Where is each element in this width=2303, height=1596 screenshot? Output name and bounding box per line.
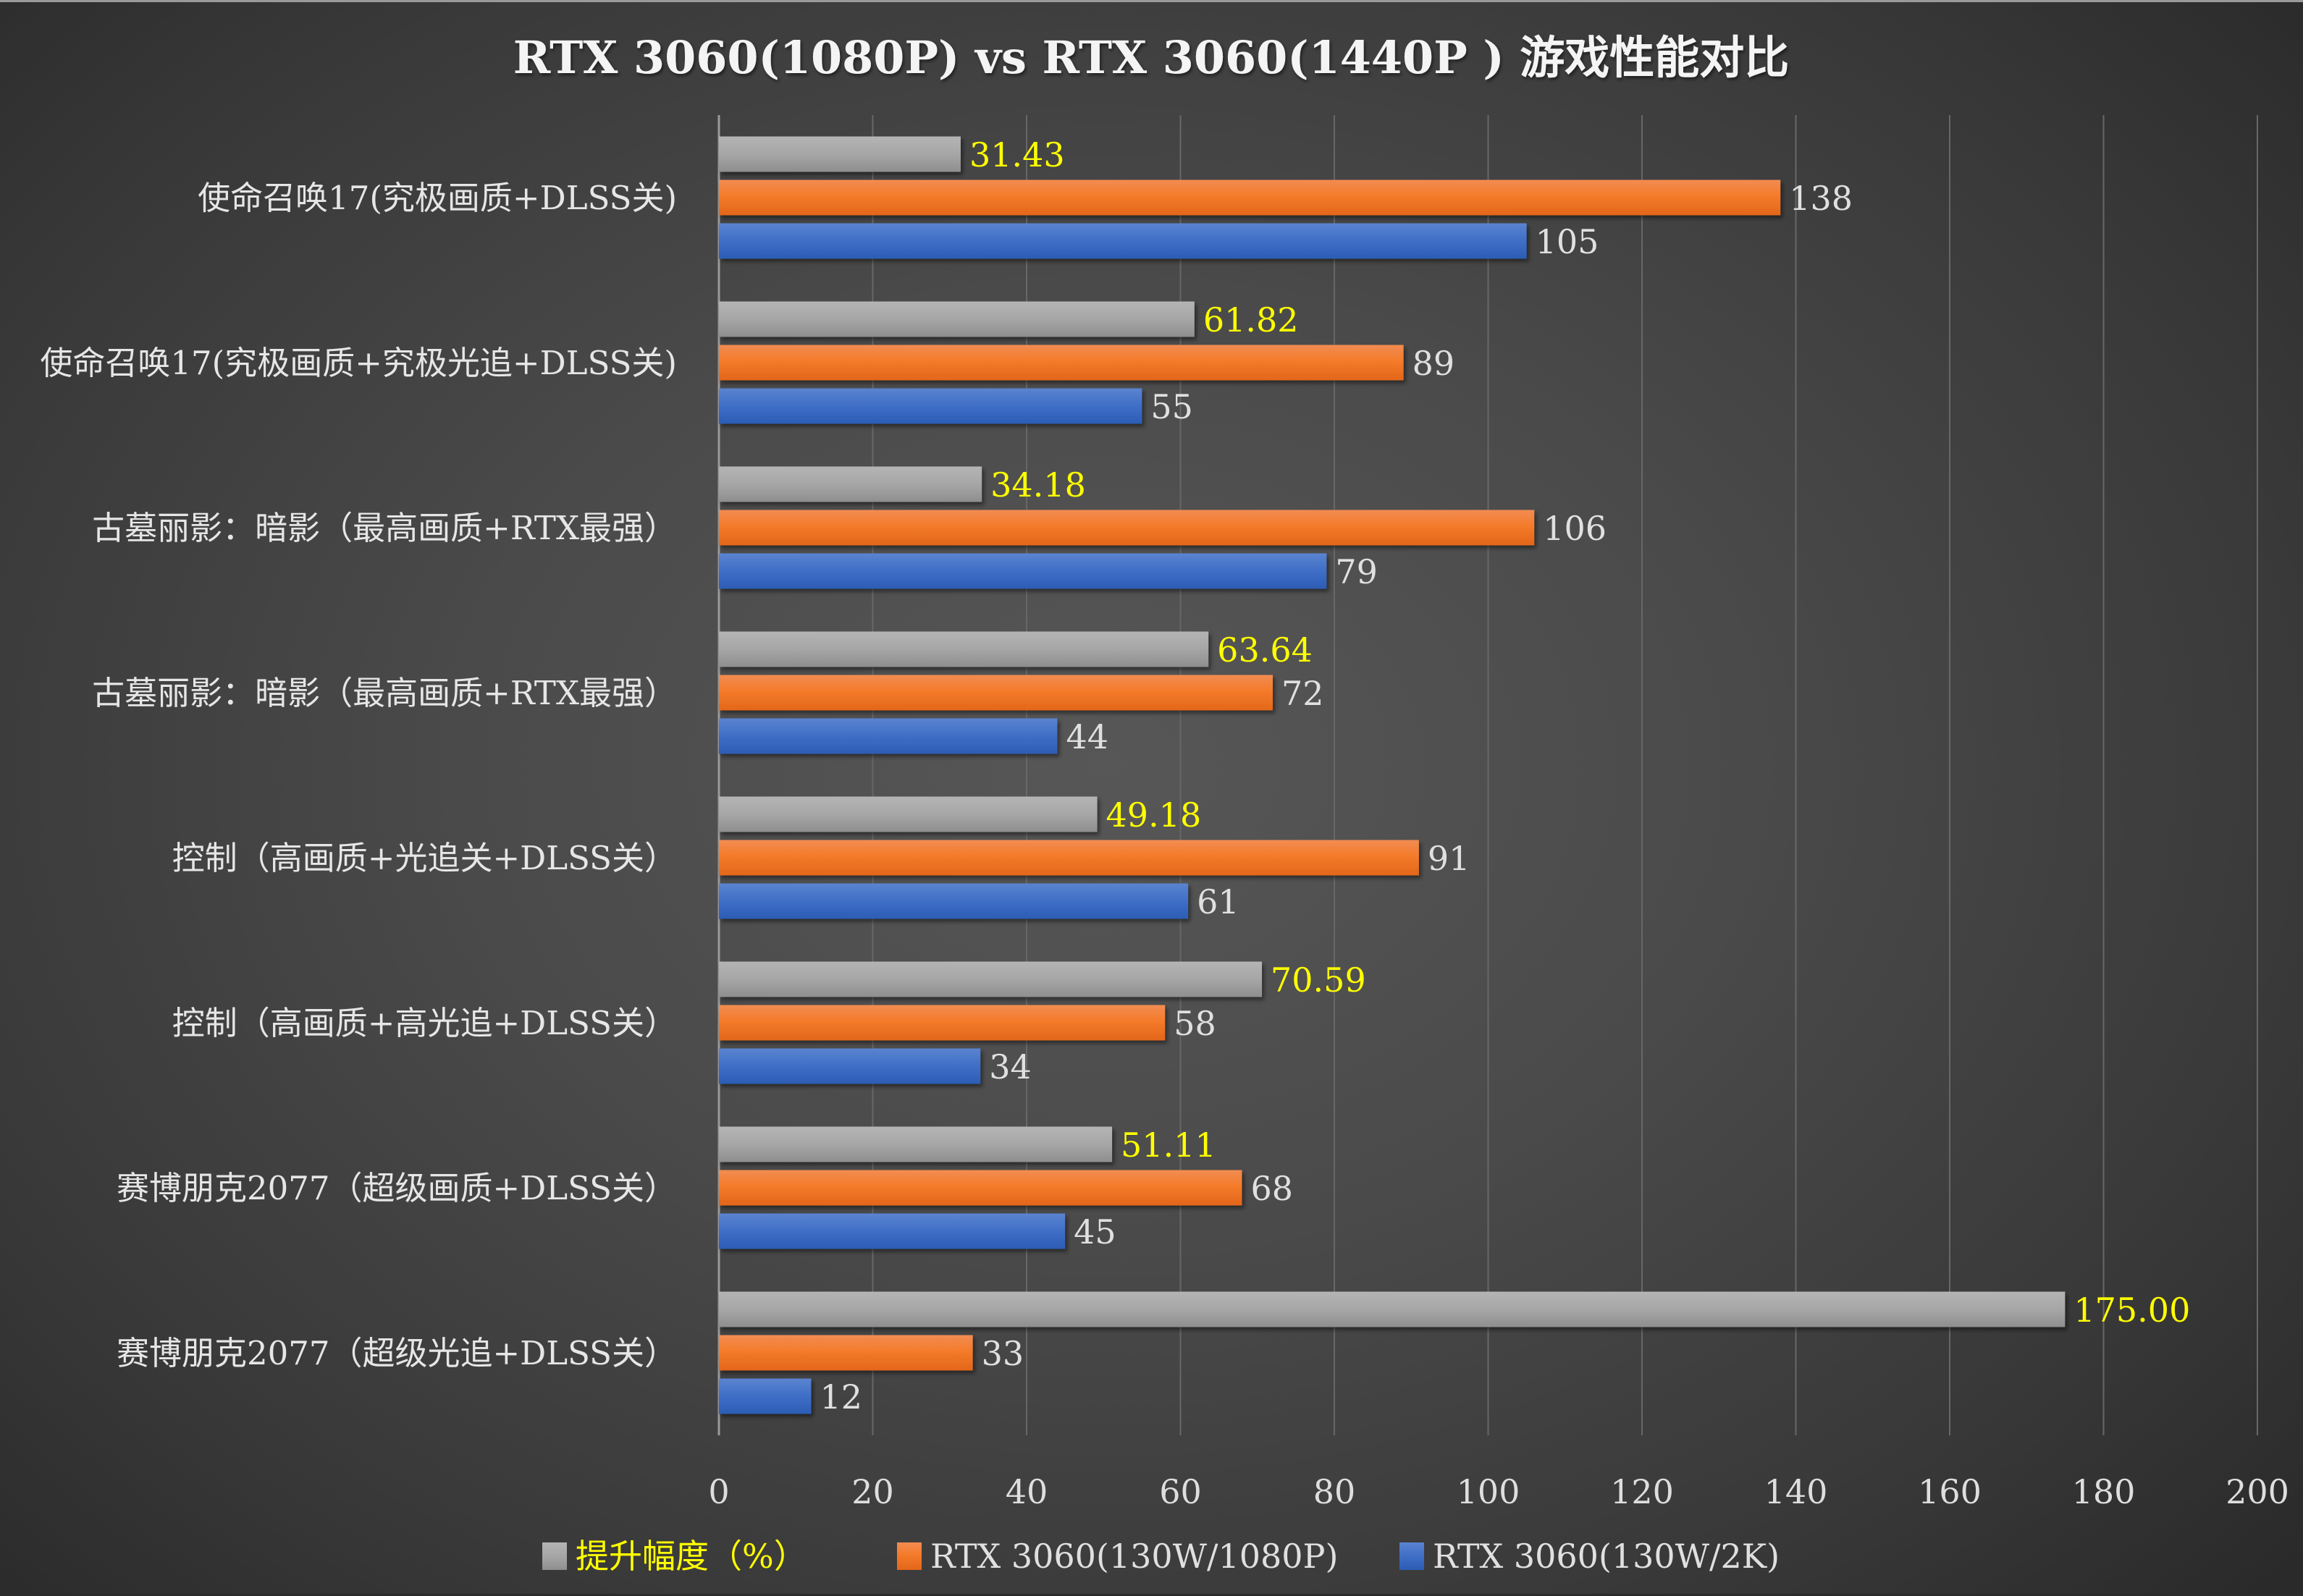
data-label: 49.18	[1106, 795, 1202, 835]
bar-improvement	[719, 466, 982, 502]
chart-title: RTX 3060(1080P) vs RTX 3060(1440P ) 游戏性能…	[513, 31, 1790, 84]
data-label: 72	[1281, 674, 1324, 713]
category-label: 赛博朋克2077（超级画质+DLSS关）	[117, 1169, 677, 1207]
category-label: 使命召唤17(究极画质+DLSS关)	[198, 179, 677, 217]
data-label: 79	[1335, 552, 1378, 591]
data-labels: 31.43 138 105 61.82 89 55 34.18 106 79 63.64 72 44 4…	[820, 135, 2191, 1416]
data-label: 61.82	[1203, 300, 1299, 339]
legend-swatch	[542, 1542, 567, 1570]
x-tick-label: 180	[2072, 1472, 2136, 1511]
bar-1080p	[719, 840, 1419, 876]
legend-item[interactable]: 提升幅度（%）	[542, 1537, 807, 1576]
data-label: 44	[1066, 717, 1109, 756]
category-label: 控制（高画质+光追关+DLSS关）	[172, 839, 677, 877]
category-labels: 使命召唤17(究极画质+DLSS关) 使命召唤17(究极画质+究极光追+DLSS关…	[40, 179, 677, 1372]
x-tick-label: 20	[851, 1472, 894, 1511]
data-label: 31.43	[969, 135, 1065, 174]
legend-label: RTX 3060(130W/1080P)	[930, 1537, 1338, 1576]
data-label: 51.11	[1121, 1126, 1216, 1165]
bar-improvement	[719, 136, 961, 172]
data-label: 105	[1536, 222, 1599, 261]
bar-2k	[719, 223, 1527, 259]
bar-improvement	[719, 961, 1263, 997]
bar-2k	[719, 1048, 981, 1084]
data-label: 61	[1197, 882, 1239, 921]
bar-1080p	[719, 345, 1404, 381]
bar-improvement	[719, 1291, 2066, 1327]
bar-1080p	[719, 510, 1535, 546]
bar-2k	[719, 1213, 1066, 1249]
x-tick-label: 0	[708, 1472, 729, 1511]
x-axis-ticks: 0 20 40 60 80 100 120 140 160 180 200	[708, 1472, 2289, 1511]
data-label: 34	[989, 1047, 1032, 1086]
bar-1080p	[719, 180, 1781, 216]
x-tick-label: 60	[1159, 1472, 1202, 1511]
legend-label: 提升幅度（%）	[576, 1537, 807, 1576]
legend-item[interactable]: RTX 3060(130W/2K)	[1399, 1537, 1780, 1576]
x-tick-label: 140	[1764, 1472, 1828, 1511]
data-label: 45	[1074, 1212, 1116, 1251]
bars	[719, 136, 2066, 1414]
data-label: 12	[820, 1377, 863, 1416]
bar-1080p	[719, 1335, 973, 1371]
bar-2k	[719, 388, 1142, 424]
category-label: 使命召唤17(究极画质+究极光追+DLSS关)	[40, 344, 677, 382]
data-label: 68	[1251, 1169, 1294, 1208]
bar-1080p	[719, 1005, 1166, 1041]
legend-swatch	[1399, 1542, 1424, 1570]
bar-2k	[719, 883, 1189, 919]
x-tick-label: 80	[1313, 1472, 1356, 1511]
data-label: 63.64	[1217, 630, 1313, 670]
bar-2k	[719, 1378, 812, 1414]
category-label: 赛博朋克2077（超级光追+DLSS关）	[117, 1334, 677, 1372]
x-tick-label: 200	[2226, 1472, 2289, 1511]
bar-1080p	[719, 675, 1273, 711]
data-label: 33	[982, 1334, 1024, 1373]
bar-2k	[719, 718, 1058, 754]
data-label: 175.00	[2073, 1291, 2190, 1330]
legend-label: RTX 3060(130W/2K)	[1433, 1537, 1780, 1576]
x-tick-label: 40	[1006, 1472, 1048, 1511]
bar-2k	[719, 553, 1327, 589]
category-label: 控制（高画质+高光追+DLSS关）	[172, 1004, 677, 1042]
data-label: 34.18	[990, 465, 1086, 504]
data-label: 89	[1412, 344, 1455, 383]
x-tick-label: 120	[1610, 1472, 1674, 1511]
data-label: 70.59	[1271, 960, 1366, 1000]
bar-improvement	[719, 796, 1098, 832]
data-label: 58	[1174, 1004, 1216, 1043]
data-label: 55	[1150, 387, 1193, 426]
category-label: 古墓丽影：暗影（最高画质+RTX最强）	[92, 674, 677, 712]
legend: 提升幅度（%） RTX 3060(130W/1080P) RTX 3060(130W…	[542, 1537, 1780, 1576]
data-label: 91	[1428, 839, 1470, 878]
bar-improvement	[719, 301, 1195, 337]
bar-improvement	[719, 1126, 1113, 1162]
x-tick-label: 160	[1918, 1472, 1982, 1511]
bar-1080p	[719, 1170, 1242, 1206]
x-tick-label: 100	[1457, 1472, 1520, 1511]
legend-item[interactable]: RTX 3060(130W/1080P)	[897, 1537, 1338, 1576]
bar-improvement	[719, 631, 1209, 667]
data-label: 138	[1789, 179, 1853, 218]
category-label: 古墓丽影：暗影（最高画质+RTX最强）	[92, 509, 677, 547]
legend-swatch	[897, 1542, 922, 1570]
data-label: 106	[1543, 509, 1607, 548]
